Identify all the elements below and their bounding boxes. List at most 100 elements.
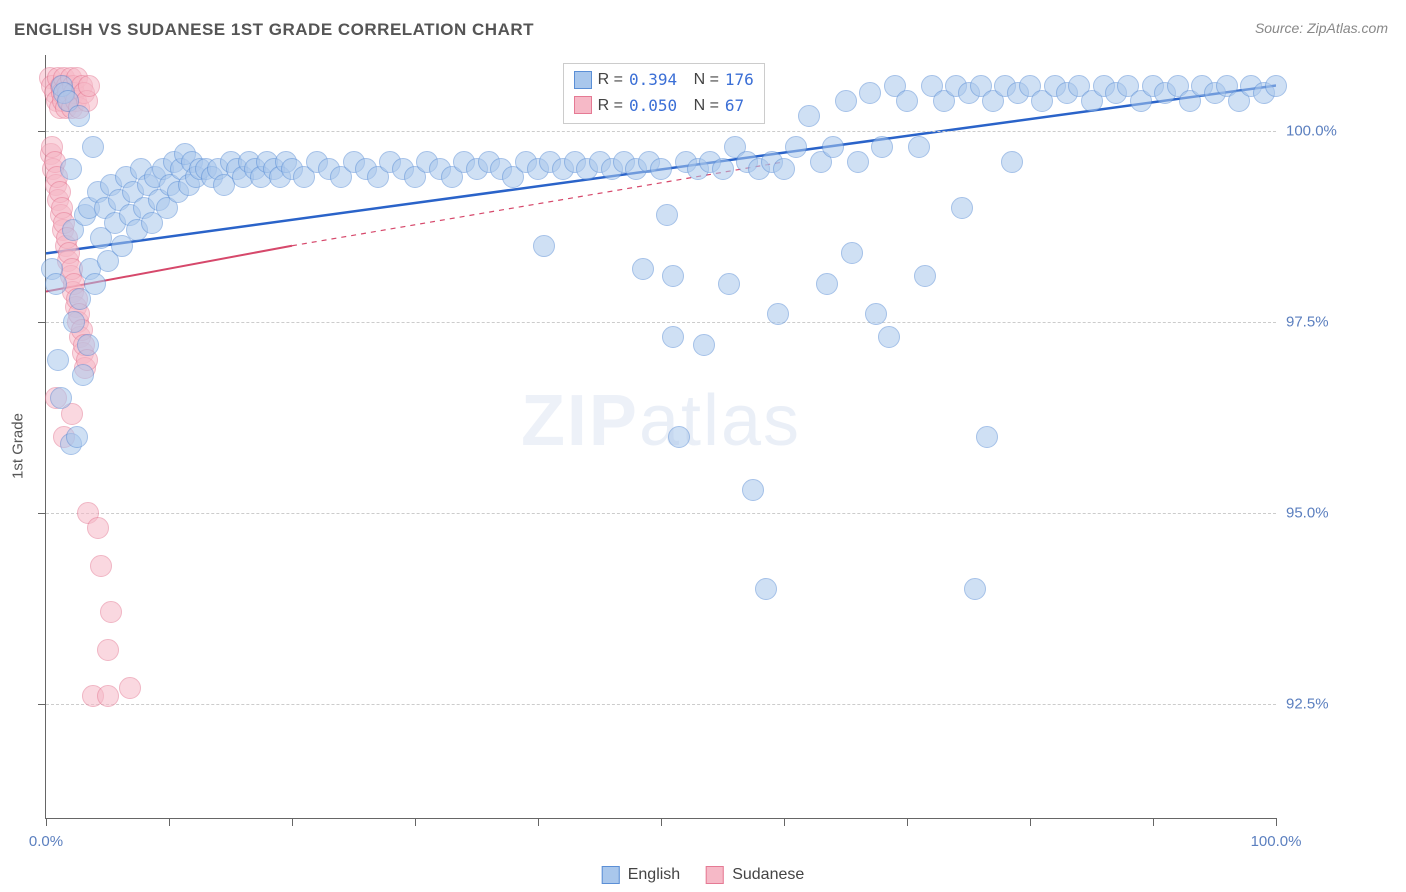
data-point <box>60 158 82 180</box>
data-point <box>97 639 119 661</box>
r-value-english: 0.394 <box>629 67 677 93</box>
y-tick <box>38 704 46 705</box>
data-point <box>119 677 141 699</box>
swatch-english-icon <box>602 866 620 884</box>
n-value-english: 176 <box>725 67 754 93</box>
data-point <box>798 105 820 127</box>
data-point <box>712 158 734 180</box>
data-point <box>47 349 69 371</box>
data-point <box>66 426 88 448</box>
y-axis-title: 1st Grade <box>10 413 27 479</box>
data-point <box>767 303 789 325</box>
gridline <box>46 131 1276 132</box>
data-point <box>951 197 973 219</box>
data-point <box>847 151 869 173</box>
data-point <box>84 273 106 295</box>
data-point <box>908 136 930 158</box>
x-tick <box>1153 818 1154 826</box>
x-tick <box>292 818 293 826</box>
plot-area: ZIPatlas R = 0.394 N = 176 R = 0.050 N =… <box>45 55 1276 819</box>
data-point <box>632 258 654 280</box>
n-label: N = <box>694 93 719 119</box>
data-point <box>50 387 72 409</box>
x-tick-label: 100.0% <box>1251 833 1302 850</box>
swatch-sudanese-icon <box>706 866 724 884</box>
data-point <box>816 273 838 295</box>
data-point <box>835 90 857 112</box>
legend-label-english: English <box>628 866 680 884</box>
data-point <box>785 136 807 158</box>
data-point <box>662 326 684 348</box>
data-point <box>755 578 777 600</box>
x-tick-label: 0.0% <box>29 833 63 850</box>
y-tick-label: 95.0% <box>1286 504 1356 521</box>
legend-row-english: R = 0.394 N = 176 <box>574 67 754 93</box>
chart-title: ENGLISH VS SUDANESE 1ST GRADE CORRELATIO… <box>14 20 534 40</box>
source-label: Source: ZipAtlas.com <box>1255 20 1388 36</box>
x-tick <box>538 818 539 826</box>
data-point <box>742 479 764 501</box>
x-tick <box>1030 818 1031 826</box>
n-label: N = <box>694 67 719 93</box>
data-point <box>976 426 998 448</box>
swatch-english <box>574 71 592 89</box>
data-point <box>650 158 672 180</box>
series-legend: English Sudanese <box>602 866 805 884</box>
y-tick-label: 92.5% <box>1286 695 1356 712</box>
data-point <box>87 517 109 539</box>
n-value-sudanese: 67 <box>725 93 744 119</box>
data-point <box>656 204 678 226</box>
data-point <box>533 235 555 257</box>
data-point <box>871 136 893 158</box>
x-tick <box>169 818 170 826</box>
data-point <box>77 334 99 356</box>
data-point <box>1001 151 1023 173</box>
data-point <box>914 265 936 287</box>
r-label: R = <box>598 93 623 119</box>
y-tick <box>38 131 46 132</box>
data-point <box>78 75 100 97</box>
chart-container: ENGLISH VS SUDANESE 1ST GRADE CORRELATIO… <box>0 0 1406 892</box>
legend-item-sudanese: Sudanese <box>706 866 804 884</box>
r-label: R = <box>598 67 623 93</box>
data-point <box>63 311 85 333</box>
x-tick <box>784 818 785 826</box>
gridline <box>46 704 1276 705</box>
data-point <box>693 334 715 356</box>
data-point <box>668 426 690 448</box>
data-point <box>773 158 795 180</box>
legend-item-english: English <box>602 866 680 884</box>
data-point <box>90 555 112 577</box>
gridline <box>46 322 1276 323</box>
swatch-sudanese <box>574 96 592 114</box>
data-point <box>1265 75 1287 97</box>
gridline <box>46 513 1276 514</box>
data-point <box>718 273 740 295</box>
y-tick <box>38 513 46 514</box>
y-tick-label: 97.5% <box>1286 314 1356 331</box>
data-point <box>97 685 119 707</box>
data-point <box>72 364 94 386</box>
data-point <box>100 601 122 623</box>
y-tick <box>38 322 46 323</box>
r-value-sudanese: 0.050 <box>629 93 677 119</box>
data-point <box>964 578 986 600</box>
correlation-legend: R = 0.394 N = 176 R = 0.050 N = 67 <box>563 63 765 124</box>
x-tick <box>415 818 416 826</box>
data-point <box>896 90 918 112</box>
x-tick <box>907 818 908 826</box>
data-point <box>68 105 90 127</box>
x-tick <box>661 818 662 826</box>
x-tick <box>1276 818 1277 826</box>
data-point <box>859 82 881 104</box>
data-point <box>662 265 684 287</box>
data-point <box>878 326 900 348</box>
data-point <box>865 303 887 325</box>
x-tick <box>46 818 47 826</box>
data-point <box>82 136 104 158</box>
y-tick-label: 100.0% <box>1286 123 1356 140</box>
data-point <box>841 242 863 264</box>
watermark: ZIPatlas <box>521 380 801 462</box>
legend-row-sudanese: R = 0.050 N = 67 <box>574 93 754 119</box>
legend-label-sudanese: Sudanese <box>732 866 804 884</box>
